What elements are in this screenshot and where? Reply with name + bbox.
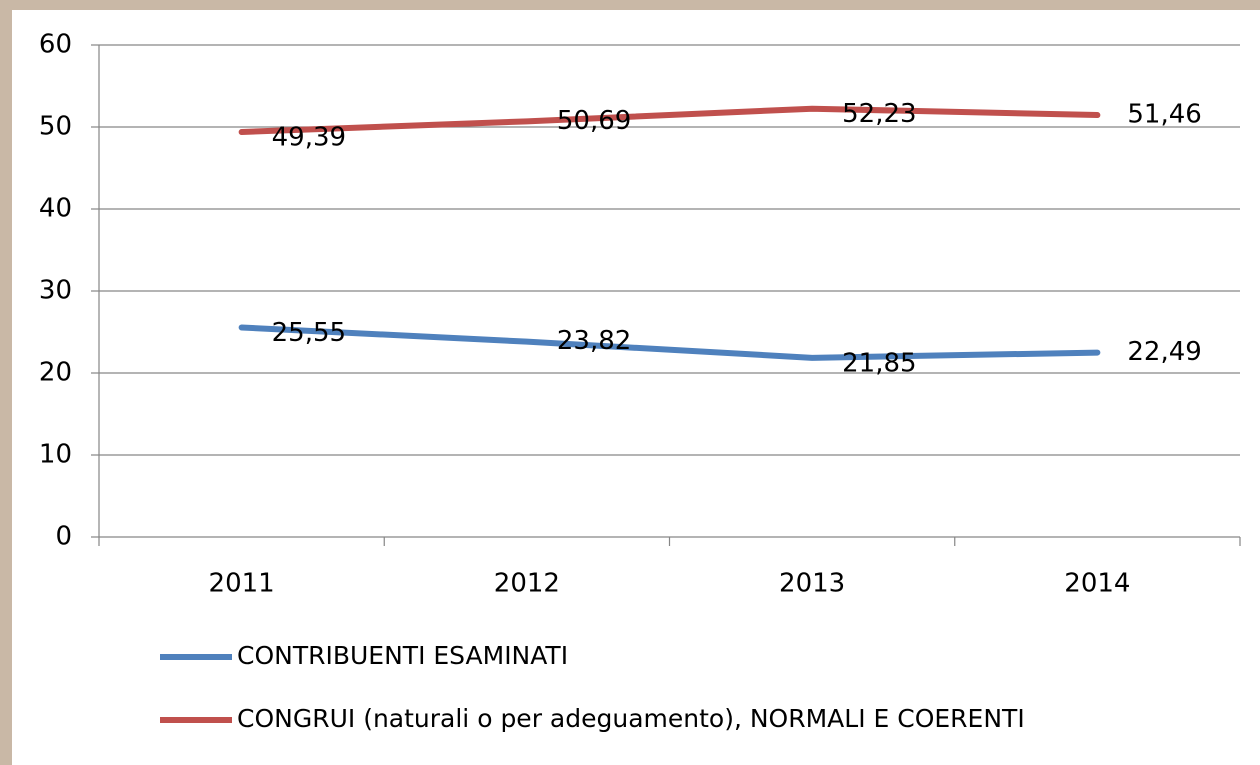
chart-area — [12, 10, 1260, 765]
x-tick-label: 2011 — [209, 569, 275, 599]
y-tick-label: 0 — [55, 522, 72, 552]
y-tick-label: 60 — [39, 30, 72, 60]
legend-label: CONTRIBUENTI ESAMINATI — [237, 641, 568, 670]
y-tick-label: 10 — [39, 440, 72, 470]
series-line — [238, 324, 1101, 361]
y-tick-label: 50 — [39, 112, 72, 142]
y-tick-label: 40 — [39, 194, 72, 224]
x-tick-label: 2013 — [779, 569, 845, 599]
data-label: 52,23 — [842, 99, 916, 129]
data-label: 25,55 — [272, 318, 346, 348]
data-label: 23,82 — [557, 326, 631, 356]
y-tick-label: 30 — [39, 276, 72, 306]
data-label: 49,39 — [272, 123, 346, 153]
x-tick-label: 2014 — [1064, 569, 1130, 599]
data-label: 51,46 — [1127, 100, 1201, 130]
series-line — [238, 105, 1101, 136]
x-tick-label: 2012 — [494, 569, 560, 599]
y-tick-label: 20 — [39, 358, 72, 388]
legend-label: CONGRUI (naturali o per adeguamento), NO… — [237, 704, 1025, 733]
data-label: 21,85 — [842, 348, 916, 378]
data-label: 22,49 — [1127, 337, 1201, 367]
data-label: 50,69 — [557, 106, 631, 136]
